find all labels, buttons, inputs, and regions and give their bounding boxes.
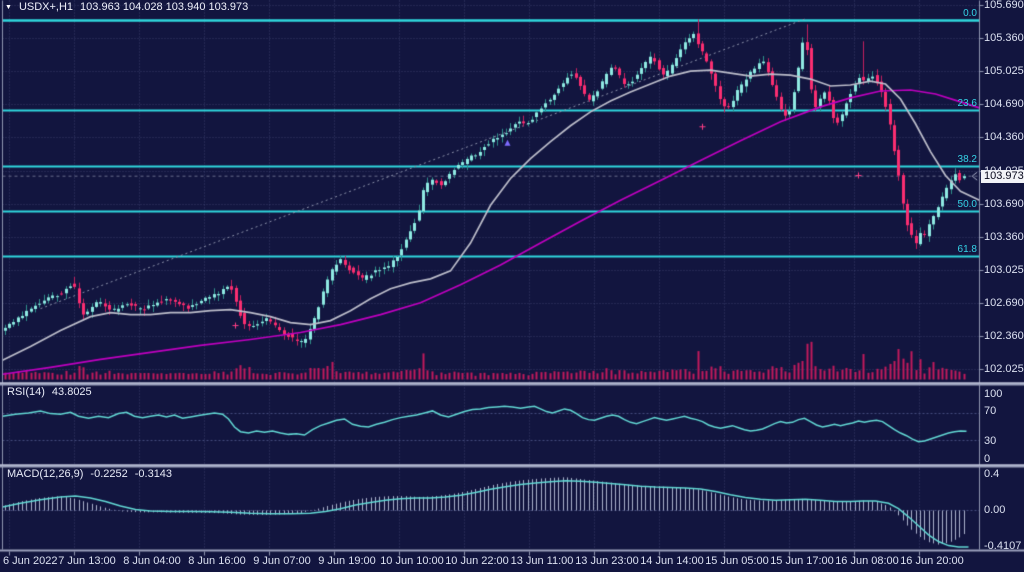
symbol-dropdown-icon[interactable]: ▼	[5, 3, 12, 11]
